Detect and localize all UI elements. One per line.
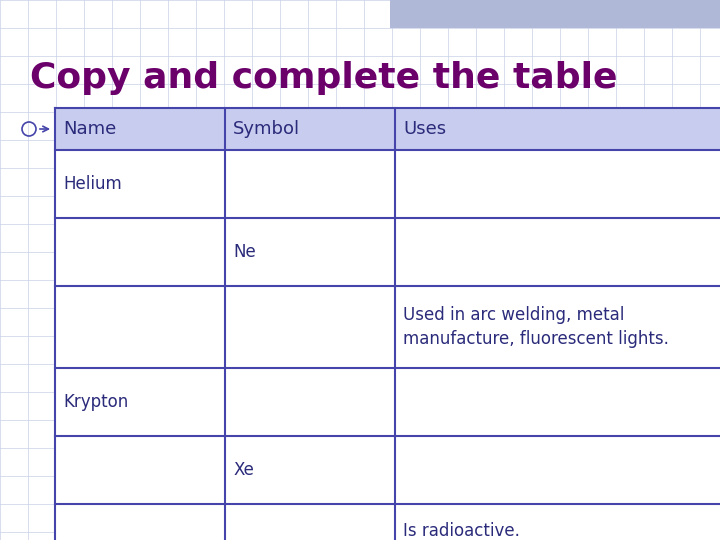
Bar <box>55 436 720 504</box>
Bar <box>55 108 720 150</box>
Bar <box>55 150 720 218</box>
Bar <box>55 368 720 436</box>
Text: Uses: Uses <box>403 120 446 138</box>
Text: Is radioactive.: Is radioactive. <box>403 523 520 540</box>
Text: Xe: Xe <box>233 461 254 479</box>
Text: Ne: Ne <box>233 243 256 261</box>
Bar <box>55 286 720 368</box>
Bar <box>55 504 720 540</box>
Text: Used in arc welding, metal
manufacture, fluorescent lights.: Used in arc welding, metal manufacture, … <box>403 306 669 348</box>
Bar <box>55 218 720 286</box>
Text: Helium: Helium <box>63 175 122 193</box>
Text: Name: Name <box>63 120 116 138</box>
Text: Copy and complete the table: Copy and complete the table <box>30 61 618 95</box>
Bar <box>390 0 720 28</box>
Text: Krypton: Krypton <box>63 393 128 411</box>
Text: Symbol: Symbol <box>233 120 300 138</box>
